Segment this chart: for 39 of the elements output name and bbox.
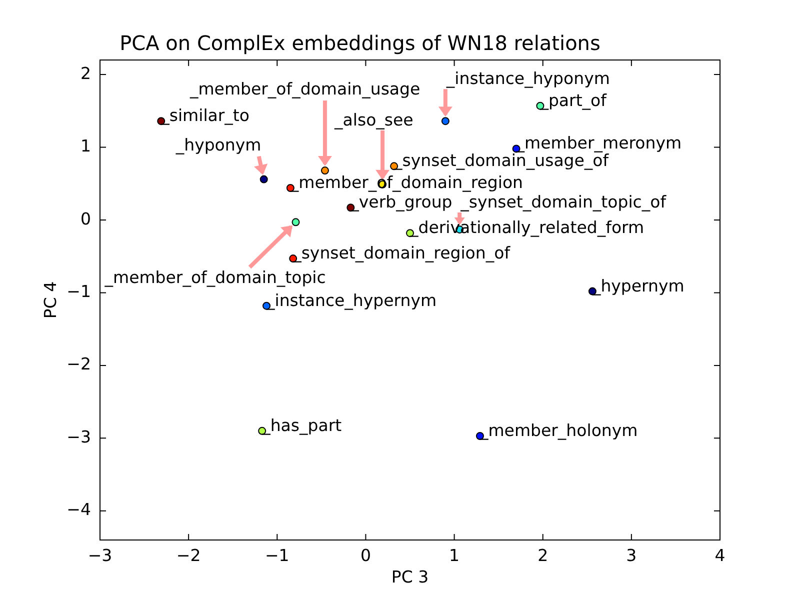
annotation: _member_of_domain_region: [289, 173, 524, 192]
point: [320, 166, 329, 175]
annotation: _part_of: [539, 90, 608, 110]
x-tick-label: 4: [714, 546, 726, 566]
annotation: _member_of_domain_usage: [188, 80, 420, 99]
point: [260, 175, 268, 184]
x-axis-title: PC 3: [391, 567, 429, 586]
annotation: _derivationally_related_form: [409, 218, 644, 238]
annotation: _member_holonym: [478, 421, 638, 440]
annotation: _hypernym: [591, 276, 684, 296]
x-tick-label: 3: [626, 546, 637, 566]
annotation: _synset_domain_region_of: [292, 244, 512, 263]
y-tick-label: −4: [66, 500, 91, 520]
annotation: _instance_hyponym: [445, 69, 610, 88]
point: [441, 117, 450, 126]
annotation: _verb_group: [350, 192, 452, 212]
x-tick-label: −2: [176, 546, 201, 566]
annotation: _similar_to: [160, 106, 250, 126]
y-tick-label: 2: [80, 64, 91, 83]
annotation: _synset_domain_usage_of: [393, 151, 610, 170]
annotation: _instance_hypernym: [266, 290, 437, 310]
y-tick-label: −3: [66, 427, 91, 446]
y-tick-label: 1: [80, 136, 91, 156]
annotation: _has_part: [261, 416, 342, 435]
chart-title: PCA on ComplEx embeddings of WN18 relations: [120, 31, 600, 56]
x-tick-label: 0: [360, 546, 371, 566]
y-tick-label: −2: [66, 354, 91, 374]
annotation: _also_see: [334, 110, 414, 130]
annotation: _member_meronym: [515, 134, 682, 153]
annotation: _synset_domain_topic_of: [460, 192, 668, 212]
annotation: _member_of_domain_topic: [104, 268, 326, 288]
x-tick-label: 2: [538, 546, 548, 566]
y-tick-label: 0: [80, 209, 91, 228]
x-tick-label: −1: [264, 546, 290, 566]
point: [292, 218, 300, 226]
y-axis-title: PC 4: [41, 281, 60, 319]
y-tick-label: −1: [66, 282, 91, 302]
x-tick-label: 1: [449, 546, 460, 566]
annotation: _hyponym: [174, 135, 262, 154]
